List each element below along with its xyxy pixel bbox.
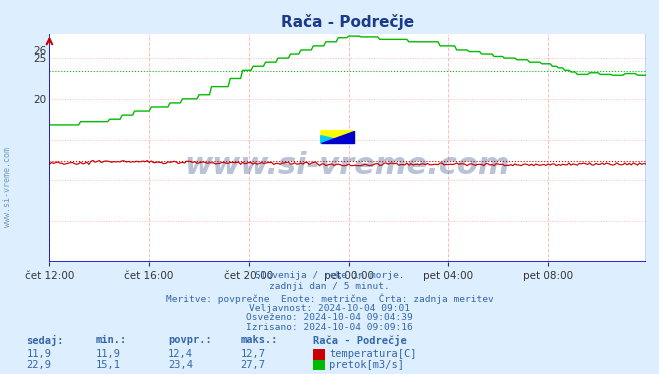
Text: Izrisano: 2024-10-04 09:09:16: Izrisano: 2024-10-04 09:09:16 — [246, 323, 413, 332]
Text: 15,1: 15,1 — [96, 360, 121, 370]
Text: povpr.:: povpr.: — [168, 335, 212, 345]
Polygon shape — [321, 131, 354, 143]
Text: temperatura[C]: temperatura[C] — [330, 349, 417, 359]
Text: Rača - Podrečje: Rača - Podrečje — [313, 335, 407, 346]
Polygon shape — [321, 131, 354, 143]
Text: Meritve: povprečne  Enote: metrične  Črta: zadnja meritev: Meritve: povprečne Enote: metrične Črta:… — [165, 294, 494, 304]
Text: www.si-vreme.com: www.si-vreme.com — [3, 147, 13, 227]
Title: Rača - Podrečje: Rača - Podrečje — [281, 14, 415, 30]
Text: min.:: min.: — [96, 335, 127, 345]
Text: www.si-vreme.com: www.si-vreme.com — [185, 151, 511, 181]
Text: zadnji dan / 5 minut.: zadnji dan / 5 minut. — [269, 282, 390, 291]
Text: sedaj:: sedaj: — [26, 335, 64, 346]
Text: 11,9: 11,9 — [96, 349, 121, 359]
Text: 22,9: 22,9 — [26, 360, 51, 370]
Text: Slovenija / reke in morje.: Slovenija / reke in morje. — [255, 271, 404, 280]
Text: 12,7: 12,7 — [241, 349, 266, 359]
Text: 23,4: 23,4 — [168, 360, 193, 370]
Text: 27,7: 27,7 — [241, 360, 266, 370]
Text: 11,9: 11,9 — [26, 349, 51, 359]
Text: 12,4: 12,4 — [168, 349, 193, 359]
Polygon shape — [321, 136, 354, 143]
Text: pretok[m3/s]: pretok[m3/s] — [330, 360, 405, 370]
Text: Veljavnost: 2024-10-04 09:01: Veljavnost: 2024-10-04 09:01 — [249, 304, 410, 313]
Text: Osveženo: 2024-10-04 09:04:39: Osveženo: 2024-10-04 09:04:39 — [246, 313, 413, 322]
Text: maks.:: maks.: — [241, 335, 278, 345]
